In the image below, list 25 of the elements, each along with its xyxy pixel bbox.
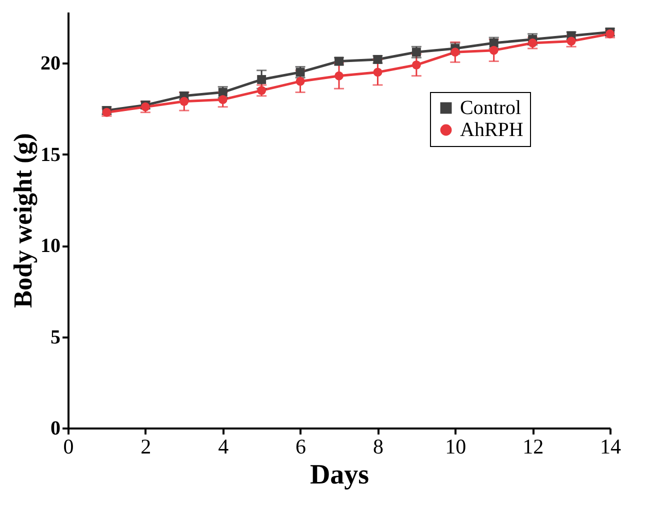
point [489, 46, 498, 55]
y-tick-label: 0 [50, 418, 60, 440]
point [450, 48, 460, 57]
x-tick-label: 12 [522, 434, 544, 458]
x-tick-label: 8 [372, 434, 384, 458]
point [412, 60, 421, 70]
y-axis-title: Body weight (g) [8, 133, 38, 308]
point [296, 76, 305, 86]
point [257, 75, 266, 84]
point [373, 68, 382, 77]
x-tick-label: 10 [445, 434, 466, 458]
legend-label: Control [460, 97, 522, 119]
point [180, 96, 189, 106]
point [218, 95, 228, 104]
legend-label: AhRPH [460, 119, 524, 141]
x-tick-label: 4 [218, 434, 230, 458]
x-tick-label: 6 [296, 434, 306, 458]
x-tick-label: 2 [140, 434, 152, 458]
x-tick-label: 14 [600, 434, 622, 458]
point [334, 71, 344, 80]
x-axis-title: Days [310, 460, 370, 490]
y-tick-label: 10 [40, 235, 60, 258]
y-tick-label: 15 [40, 144, 60, 166]
y-tick-label: 5 [50, 326, 60, 348]
y-tick-label: 20 [40, 52, 60, 75]
